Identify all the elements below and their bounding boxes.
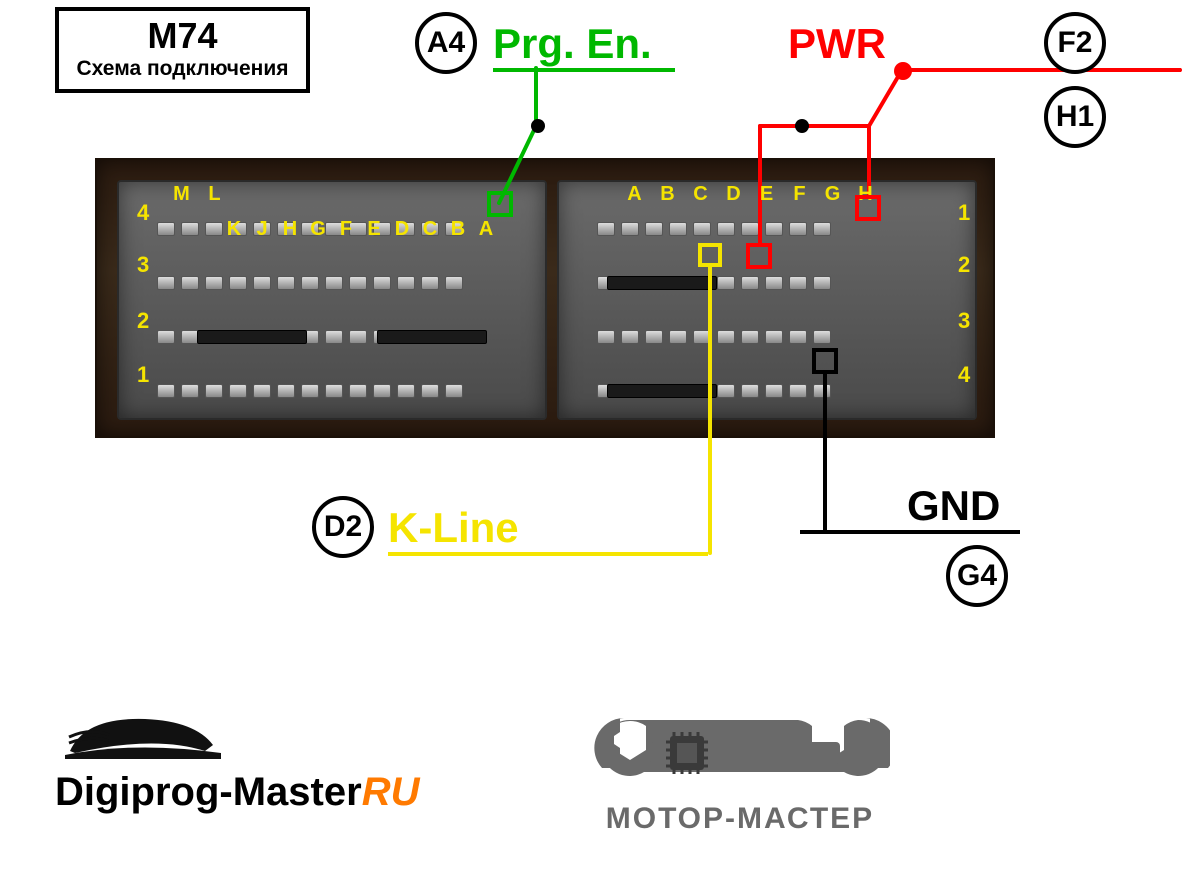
digiprog-logo: Digiprog-MasterRU bbox=[55, 705, 419, 815]
motor-master-logo: МОТОР-МАСТЕР bbox=[590, 710, 890, 836]
car-icon bbox=[55, 705, 225, 765]
row-label: 3 bbox=[958, 308, 970, 334]
prg-en-underline bbox=[493, 68, 675, 72]
pin-mark-d2 bbox=[698, 243, 722, 267]
digiprog-text: Digiprog-Master bbox=[55, 770, 362, 814]
pin-mark-pwr-1 bbox=[855, 195, 881, 221]
pin-circle-pwr-0: F2 bbox=[1044, 12, 1106, 74]
gnd-label: GND bbox=[907, 482, 1000, 530]
pwr-label: PWR bbox=[788, 20, 886, 68]
row-label: 2 bbox=[958, 252, 970, 278]
pin-circle-g4: G4 bbox=[946, 545, 1008, 607]
row-label: 4 bbox=[137, 200, 149, 226]
kline-underline bbox=[388, 552, 708, 556]
row-label: 1 bbox=[137, 362, 149, 388]
pin-circle-a4: A4 bbox=[415, 12, 477, 74]
kline-label: K-Line bbox=[388, 504, 519, 552]
row-label: 2 bbox=[137, 308, 149, 334]
motor-master-text: МОТОР-МАСТЕР bbox=[606, 802, 874, 836]
pin-mark-g4 bbox=[812, 348, 838, 374]
row-label: 3 bbox=[137, 252, 149, 278]
node-pwr-red bbox=[894, 62, 912, 80]
col-header: KJHGFEDCBA bbox=[220, 218, 500, 241]
col-header: ML bbox=[165, 183, 231, 206]
pin-circle-pwr-1: H1 bbox=[1044, 86, 1106, 148]
pwr-underline bbox=[905, 68, 1181, 72]
wrench-icon bbox=[590, 710, 890, 800]
digiprog-ru: RU bbox=[362, 770, 420, 814]
pin-mark-pwr-0 bbox=[746, 243, 772, 269]
prg-en-label: Prg. En. bbox=[493, 20, 652, 68]
row-label: 1 bbox=[958, 200, 970, 226]
pin-mark-a4 bbox=[487, 191, 513, 217]
pin-circle-d2: D2 bbox=[312, 496, 374, 558]
node-prg-en bbox=[531, 119, 545, 133]
col-header: ABCDEFGH bbox=[618, 183, 882, 206]
row-label: 4 bbox=[958, 362, 970, 388]
node-pwr-black bbox=[795, 119, 809, 133]
gnd-underline bbox=[800, 530, 1020, 534]
